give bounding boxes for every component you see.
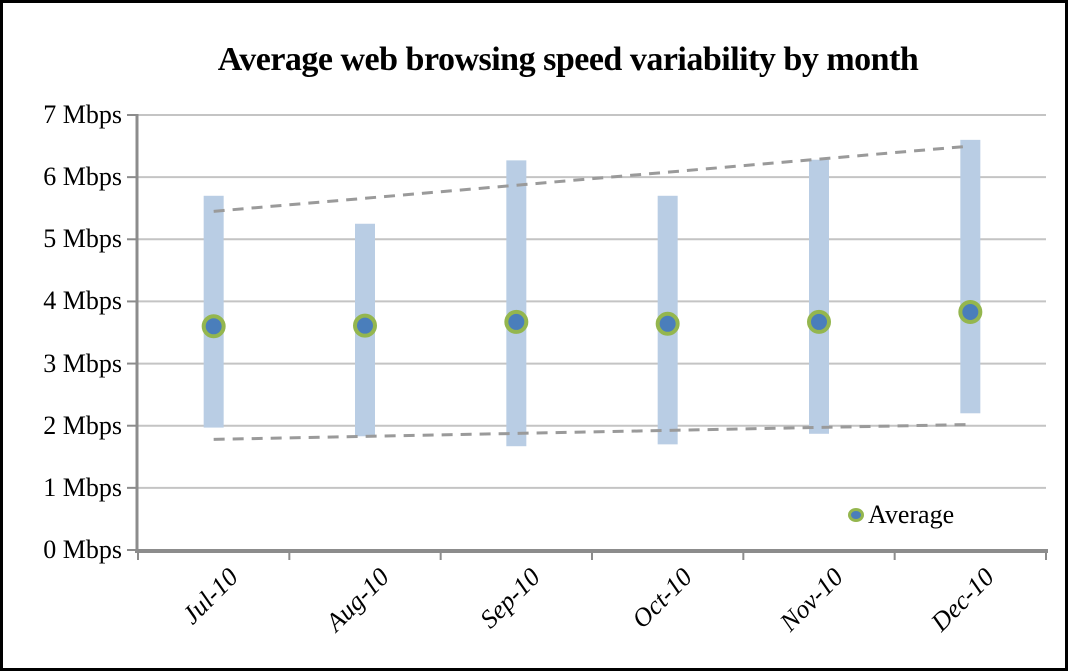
y-tick-label: 1 Mbps: [43, 472, 122, 502]
average-marker: [655, 311, 680, 336]
average-marker-icon: [848, 508, 864, 522]
legend: Average: [848, 500, 955, 529]
average-marker: [504, 309, 529, 334]
y-tick-label: 5 Mbps: [43, 224, 122, 254]
y-tick-label: 3 Mbps: [43, 348, 122, 378]
legend-label: Average: [868, 500, 955, 529]
average-marker: [201, 314, 226, 339]
y-tick-label: 6 Mbps: [43, 162, 122, 192]
range-bar: [809, 159, 829, 434]
chart-title: Average web browsing speed variability b…: [217, 41, 919, 78]
y-tick-label: 2 Mbps: [43, 410, 122, 440]
range-bar: [203, 195, 224, 428]
average-marker: [353, 313, 377, 338]
y-tick-label: 7 Mbps: [43, 100, 122, 129]
trendline: [213, 422, 971, 441]
y-tick-label: 4 Mbps: [43, 286, 122, 316]
average-marker: [807, 309, 831, 334]
range-bar: [960, 139, 981, 414]
range-bar: [506, 160, 527, 447]
y-tick-label: 0 Mbps: [43, 535, 122, 564]
trendline: [213, 144, 971, 213]
average-marker: [958, 299, 983, 324]
